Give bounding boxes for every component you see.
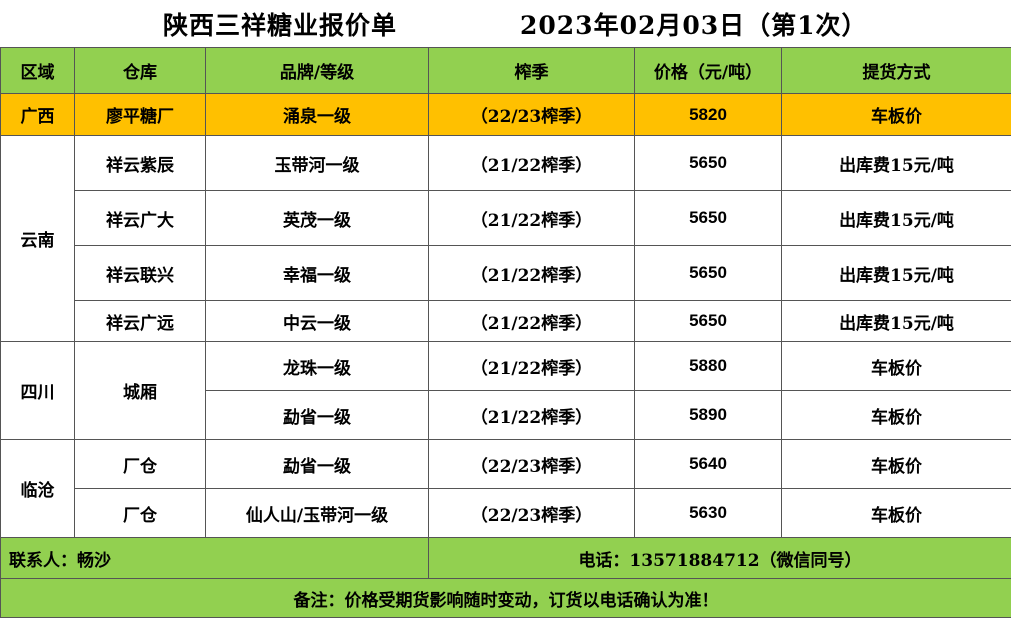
brand-cell: 仙人山/玉带河一级 [205,488,429,538]
region-cell: 四川 [0,341,75,440]
warehouse-cell: 厂仓 [74,439,206,489]
brand-cell: 中云一级 [205,300,429,342]
region-cell: 临沧 [0,439,75,538]
season-cell: （21/22榨季） [428,300,635,342]
header-season: 榨季 [428,47,635,94]
table-row: 四川 城厢 龙珠一级 （21/22榨季） 5880 车板价 [0,341,1011,440]
delivery-cell: 车板价 [781,439,1011,489]
brand-cell: 玉带河一级 [205,135,429,191]
delivery-cell: 出库费15元/吨 [781,135,1011,191]
delivery-cell: 出库费15元/吨 [781,190,1011,246]
warehouse-cell: 祥云广远 [74,300,206,342]
price-cell: 5630 [634,488,782,538]
warehouse-cell: 城厢 [74,341,206,440]
brand-cell: 勐省一级 [205,439,429,489]
contact-row: 联系人：畅沙 电话：13571884712（微信同号） [0,537,1011,579]
price-cell: 5650 [634,300,782,342]
price-cell: 5650 [634,135,782,191]
header-brand: 品牌/等级 [205,47,429,94]
brand-cell: 幸福一级 [205,245,429,301]
price-cell: 5650 [634,245,782,301]
price-cell: 5640 [634,439,782,489]
season-cell: （21/22榨季） [428,341,635,391]
season-cell: （21/22榨季） [428,135,635,191]
delivery-cell: 车板价 [781,341,1011,391]
table-row: 祥云广远 中云一级 （21/22榨季） 5650 出库费15元/吨 [1,300,1011,342]
region-cell: 广西 [0,93,75,136]
title-row: 陕西三祥糖业报价单 2023年02月03日（第1次） [0,0,1011,48]
season-cell: （21/22榨季） [428,190,635,246]
warehouse-cell: 廖平糖厂 [74,93,206,136]
note-row: 备注：价格受期货影响随时变动，订货以电话确认为准！ [0,578,1011,618]
price-cell: 5890 [634,390,782,440]
delivery-cell: 车板价 [781,390,1011,440]
brand-cell: 龙珠一级 [205,341,429,391]
season-cell: （21/22榨季） [428,390,635,440]
delivery-cell: 车板价 [781,488,1011,538]
header-region: 区域 [0,47,75,94]
contact-person: 联系人：畅沙 [0,537,429,579]
brand-cell: 英茂一级 [205,190,429,246]
note-text: 备注：价格受期货影响随时变动，订货以电话确认为准！ [0,578,1011,618]
warehouse-cell: 祥云紫辰 [74,135,206,191]
header-price: 价格（元/吨） [634,47,782,94]
warehouse-cell: 祥云联兴 [74,245,206,301]
table-row: 临沧 厂仓 勐省一级 （22/23榨季） 5640 车板价 [0,439,1011,538]
table-row: 勐省一级 （21/22榨季） 5890 车板价 [1,390,1011,440]
price-cell: 5820 [634,93,782,136]
table-row: 祥云广大 英茂一级 （21/22榨季） 5650 出库费15元/吨 [1,190,1011,246]
header-delivery: 提货方式 [781,47,1011,94]
quote-table: 区域 仓库 品牌/等级 榨季 价格（元/吨） 提货方式 广西 廖平糖厂 涌泉一级… [0,47,1011,618]
table-row: 云南 祥云紫辰 玉带河一级 （21/22榨季） 5650 出库费15元/吨 [0,135,1011,342]
table-row: 祥云联兴 幸福一级 （21/22榨季） 5650 出库费15元/吨 [1,245,1011,301]
sheet-date: 2023年02月03日（第1次） [520,11,868,40]
warehouse-cell: 祥云广大 [74,190,206,246]
header-warehouse: 仓库 [74,47,206,94]
price-cell: 5880 [634,341,782,391]
warehouse-cell: 厂仓 [74,488,206,538]
season-cell: （21/22榨季） [428,245,635,301]
delivery-cell: 出库费15元/吨 [781,300,1011,342]
contact-phone: 电话：13571884712（微信同号） [428,537,1011,579]
price-cell: 5650 [634,190,782,246]
brand-cell: 涌泉一级 [205,93,429,136]
table-row: 厂仓 仙人山/玉带河一级 （22/23榨季） 5630 车板价 [1,488,1011,538]
sheet-title: 陕西三祥糖业报价单 [163,11,398,40]
season-cell: （22/23榨季） [428,439,635,489]
region-cell: 云南 [0,135,75,342]
table-row: 广西 廖平糖厂 涌泉一级 （22/23榨季） 5820 车板价 [0,93,1011,136]
delivery-cell: 出库费15元/吨 [781,245,1011,301]
delivery-cell: 车板价 [781,93,1011,136]
season-cell: （22/23榨季） [428,488,635,538]
header-row: 区域 仓库 品牌/等级 榨季 价格（元/吨） 提货方式 [0,47,1011,94]
season-cell: （22/23榨季） [428,93,635,136]
brand-cell: 勐省一级 [205,390,429,440]
